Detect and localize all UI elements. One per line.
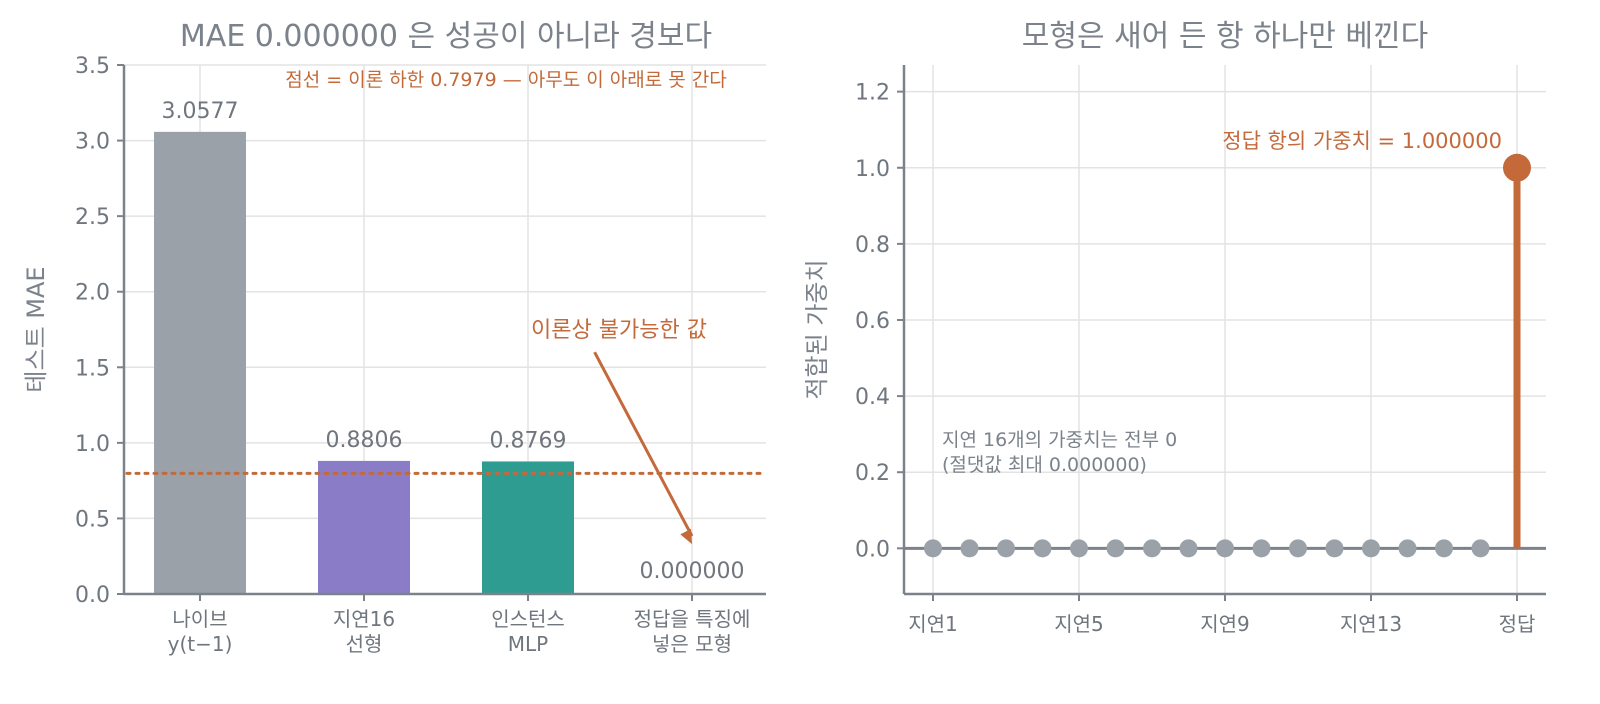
category-label-2: 인스턴스 MLP (491, 607, 565, 656)
category-label-2-line-0: 인스턴스 (491, 607, 565, 631)
stem-marker-2 (997, 539, 1015, 558)
right-y-tick-label-3: 0.6 (855, 309, 890, 334)
left-data-labels: 3.0577 0.8806 0.8769 0.000000 (162, 99, 745, 584)
right-chart-title: 모형은 새어 든 항 하나만 베낀다 (1022, 19, 1428, 54)
right-y-tick-label-0: 0.0 (855, 537, 890, 562)
stem-marker-11 (1325, 539, 1344, 558)
annotation-arrowhead (680, 528, 692, 545)
data-label-0: 3.0577 (162, 99, 239, 124)
left-y-tick-label-2: 1.0 (75, 432, 110, 457)
data-label-3: 0.000000 (640, 559, 745, 584)
category-label-0: 나이브 y(t−1) (168, 607, 233, 656)
stem-marker-6 (1143, 539, 1161, 558)
left-y-axis-label: 테스트 MAE (22, 266, 50, 392)
left-y-tick-label-6: 3.0 (75, 130, 110, 155)
reference-line-label: 점선 = 이론 하한 0.7979 — 아무도 이 아래로 못 간다 (285, 69, 726, 91)
category-label-0-line-1: y(t−1) (168, 632, 233, 656)
stem-marker-3 (1033, 539, 1052, 558)
stem-marker-14 (1435, 539, 1453, 558)
right-x-ticks: 지연1 지연5 지연9 지연13 정답 (908, 594, 1535, 636)
annotation-arrow (593, 351, 694, 537)
stem-marker-12 (1362, 539, 1380, 558)
left-bars (154, 131, 574, 595)
right-y-tick-label-1: 0.2 (855, 461, 890, 486)
highlight-weight-label: 정답 항의 가중치 = 1.000000 (1222, 129, 1502, 153)
stem-marker-10 (1289, 539, 1307, 558)
left-y-tick-label-4: 2.0 (75, 281, 110, 306)
left-y-ticks: 0.0 0.5 1.0 1.5 2.0 2.5 3.0 3.5 (75, 54, 124, 608)
left-y-tick-label-1: 0.5 (75, 507, 110, 532)
category-label-1-line-1: 선형 (346, 632, 383, 656)
data-label-1: 0.8806 (326, 428, 403, 453)
stem-marker-13 (1398, 539, 1417, 558)
right-y-tick-label-5: 1.0 (855, 157, 890, 182)
right-panel-stem-chart: 0.0 0.2 0.4 0.6 0.8 1.0 1.2 지연1 지연5 지연9 지연13 정답 정답… (803, 19, 1546, 636)
right-x-tick-label-3: 지연13 (1340, 612, 1402, 636)
left-annotation: 이론상 불가능한 값 (531, 318, 707, 545)
category-label-3: 정답을 특징에 넣은 모형 (634, 607, 751, 656)
stem-marker-5 (1106, 539, 1125, 558)
right-y-tick-label-6: 1.2 (855, 81, 890, 106)
right-y-tick-label-2: 0.4 (855, 385, 890, 410)
left-panel-bar-chart: 0.0 0.5 1.0 1.5 2.0 2.5 3.0 3.5 나이브 y(t−1) 지연16 선형… (22, 19, 766, 656)
zero-weights-note-line1: 지연 16개의 가중치는 전부 0 (942, 429, 1177, 451)
stem-marker-9 (1252, 539, 1271, 558)
right-stems (904, 153, 1546, 558)
category-label-1-line-0: 지연16 (333, 607, 395, 631)
stem-marker-0 (924, 539, 942, 558)
left-chart-title: MAE 0.000000 은 성공이 아니라 경보다 (180, 19, 712, 54)
right-x-tick-label-4: 정답 (1499, 612, 1536, 636)
right-y-tick-label-4: 0.8 (855, 233, 890, 258)
right-y-ticks: 0.0 0.2 0.4 0.6 0.8 1.0 1.2 (855, 81, 904, 562)
data-label-2: 0.8769 (490, 428, 567, 453)
stem-marker-4 (1070, 539, 1088, 558)
category-label-3-line-0: 정답을 특징에 (634, 607, 751, 631)
right-x-tick-label-2: 지연9 (1200, 612, 1250, 636)
right-x-tick-label-0: 지연1 (908, 612, 958, 636)
category-label-2-line-1: MLP (508, 632, 548, 656)
left-y-tick-label-0: 0.0 (75, 583, 110, 608)
zero-weights-note-line2: (절댓값 최대 0.000000) (942, 454, 1147, 476)
bar-1 (318, 460, 410, 594)
stem-marker-1 (960, 539, 979, 558)
stem-marker-16 (1503, 153, 1531, 182)
bar-2 (482, 461, 574, 594)
left-y-tick-label-5: 2.5 (75, 205, 110, 230)
category-label-0-line-0: 나이브 (172, 607, 227, 631)
left-x-ticks: 나이브 y(t−1) 지연16 선형 인스턴스 MLP 정답을 특징에 넣은 모형 (168, 594, 751, 656)
right-y-axis-label: 적합된 가중치 (803, 259, 831, 399)
left-y-tick-label-7: 3.5 (75, 54, 110, 79)
stem-marker-15 (1471, 539, 1490, 558)
category-label-1: 지연16 선형 (333, 607, 395, 656)
bar-0 (154, 131, 246, 595)
stem-marker-8 (1216, 539, 1234, 558)
stem-marker-7 (1179, 539, 1198, 558)
annotation-text: 이론상 불가능한 값 (531, 318, 707, 343)
left-axes (122, 65, 766, 596)
left-y-tick-label-3: 1.5 (75, 356, 110, 381)
category-label-3-line-1: 넣은 모형 (652, 632, 732, 656)
right-x-tick-label-1: 지연5 (1054, 612, 1104, 636)
